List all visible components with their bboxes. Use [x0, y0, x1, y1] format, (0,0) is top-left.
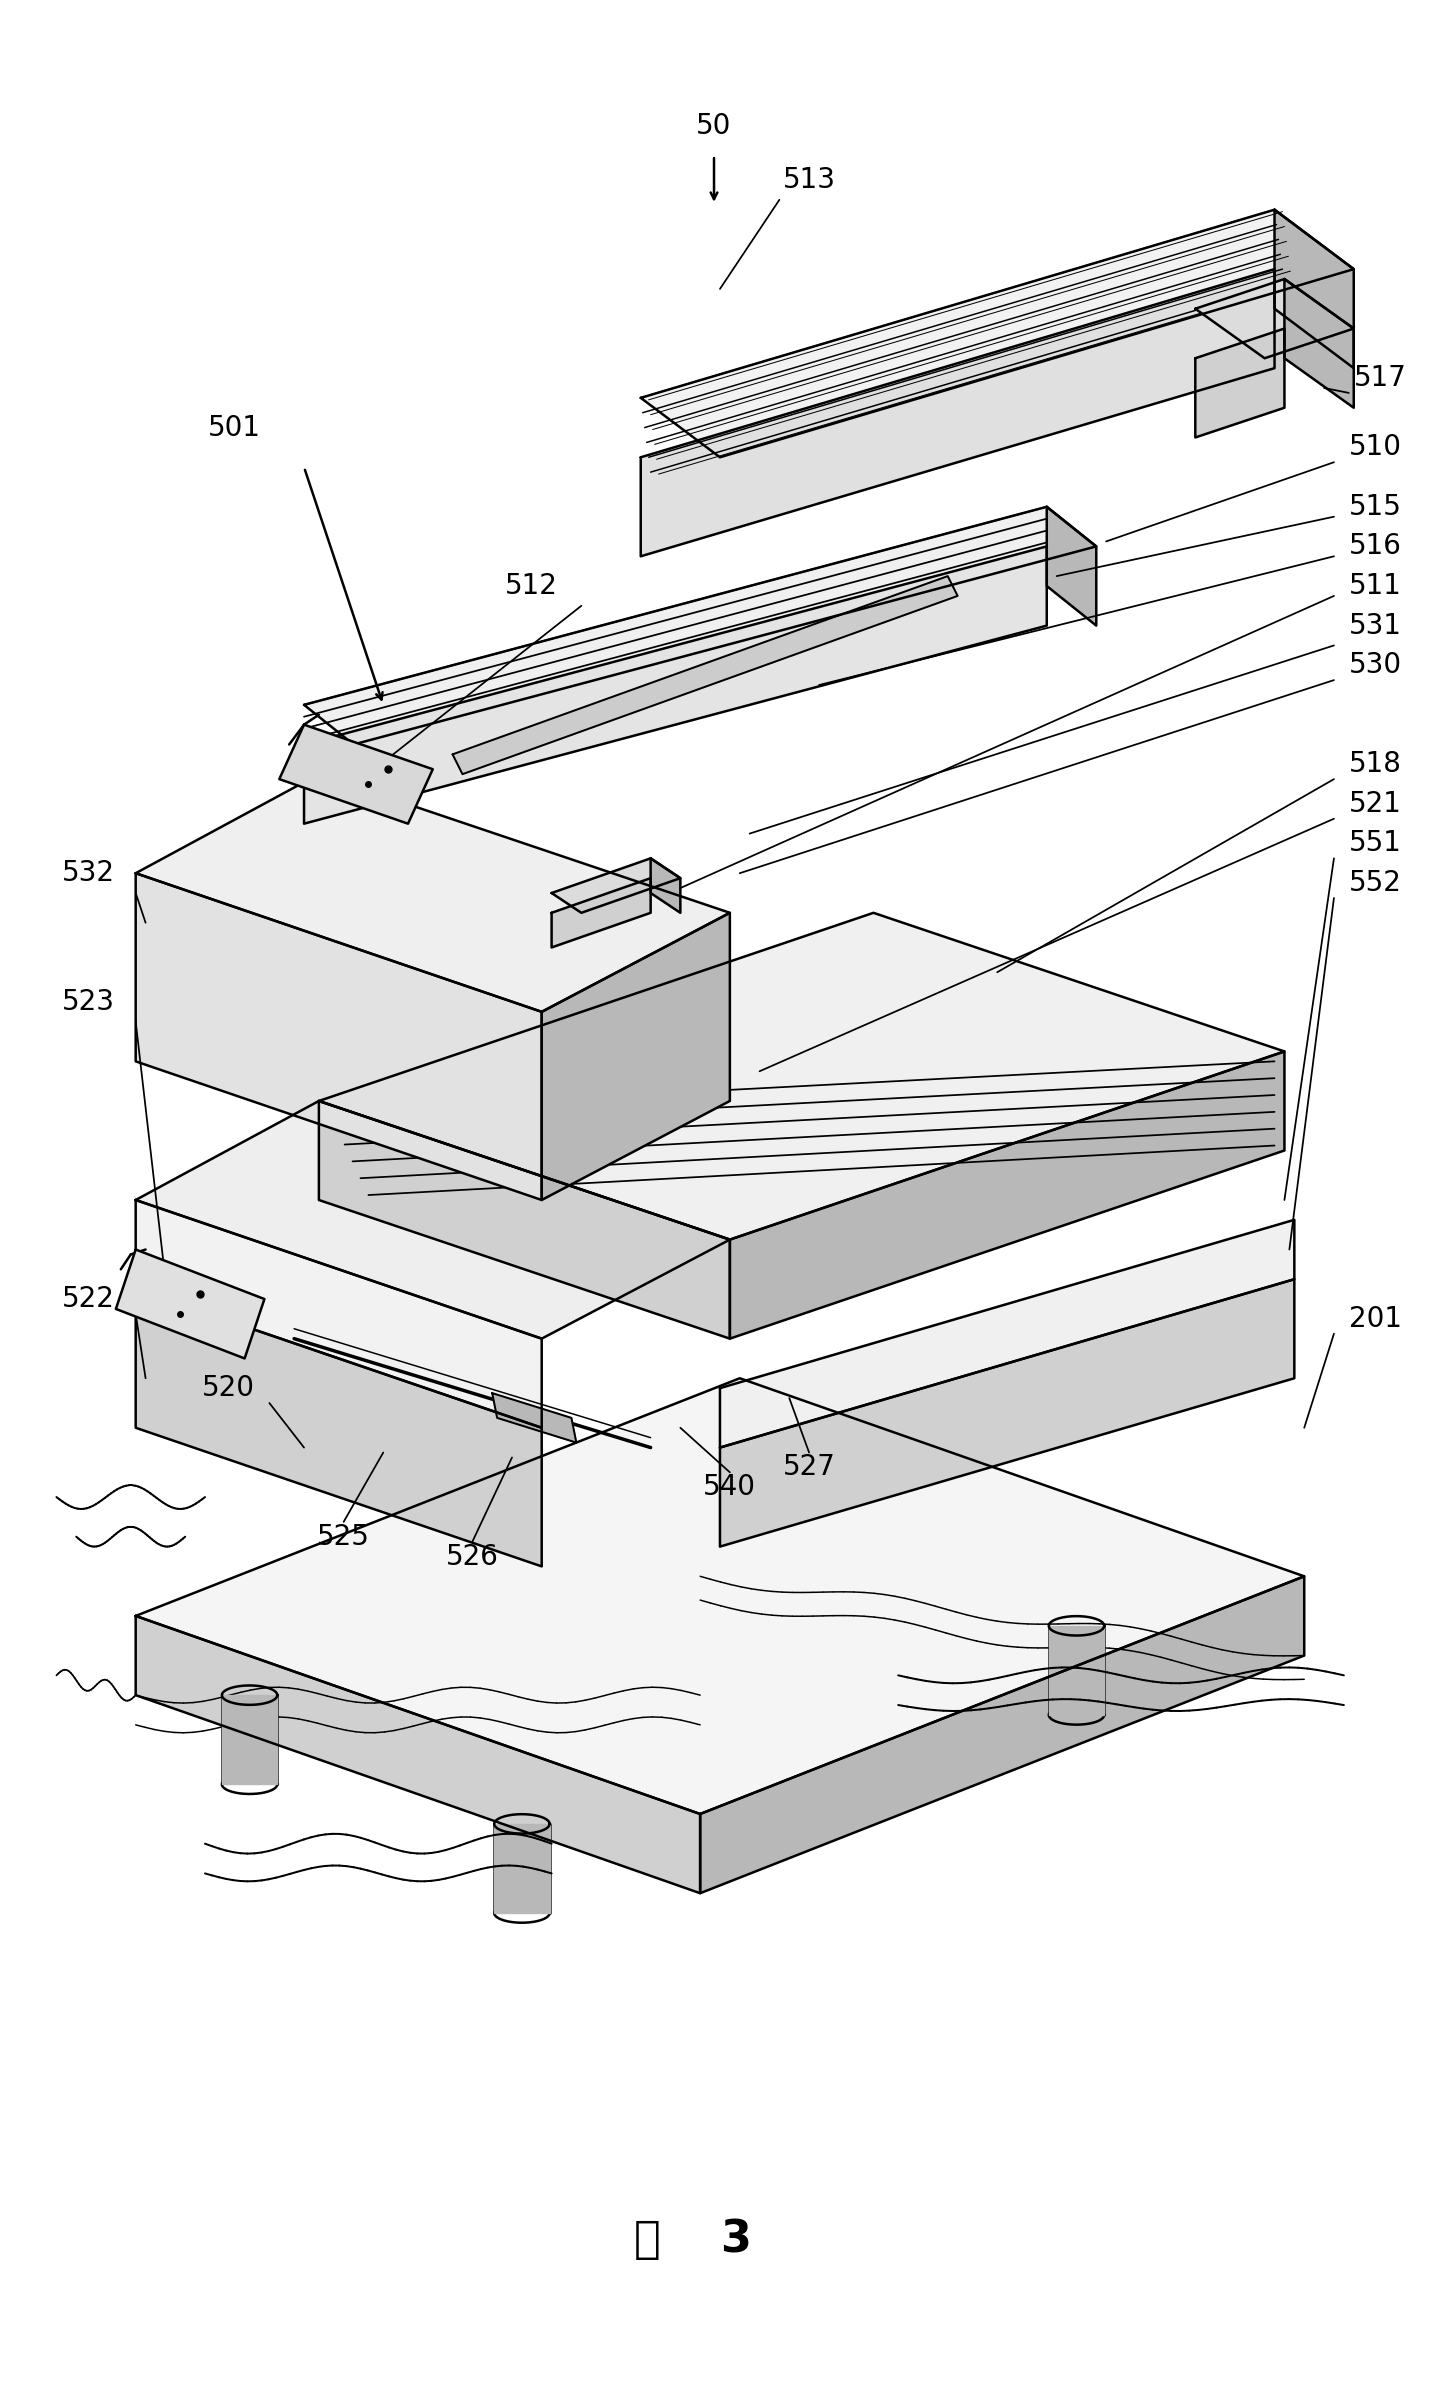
Text: 517: 517 [1353, 365, 1406, 391]
Text: 512: 512 [505, 571, 558, 600]
Polygon shape [136, 1102, 730, 1339]
Polygon shape [640, 269, 1274, 557]
Polygon shape [720, 1279, 1295, 1546]
Text: 552: 552 [1349, 869, 1402, 898]
Polygon shape [1048, 1625, 1104, 1716]
Text: 520: 520 [202, 1375, 255, 1402]
Polygon shape [494, 1824, 550, 1913]
Text: 530: 530 [1349, 650, 1402, 679]
Polygon shape [304, 506, 1097, 744]
Text: 511: 511 [1349, 571, 1402, 600]
Polygon shape [136, 874, 541, 1200]
Polygon shape [136, 775, 730, 1013]
Polygon shape [1274, 209, 1353, 367]
Polygon shape [493, 1392, 576, 1442]
Polygon shape [279, 725, 432, 823]
Text: 525: 525 [318, 1522, 369, 1550]
Text: 522: 522 [62, 1284, 115, 1313]
Polygon shape [640, 209, 1353, 458]
Polygon shape [1285, 278, 1353, 408]
Text: 518: 518 [1349, 751, 1402, 778]
Text: 521: 521 [1349, 790, 1402, 818]
Polygon shape [136, 1289, 541, 1567]
Polygon shape [541, 912, 730, 1200]
Text: 201: 201 [1349, 1306, 1402, 1332]
Text: 515: 515 [1349, 492, 1402, 521]
Polygon shape [136, 1615, 700, 1894]
Polygon shape [1196, 329, 1285, 437]
Text: 510: 510 [1349, 434, 1402, 461]
Polygon shape [222, 1694, 278, 1783]
Polygon shape [1047, 506, 1097, 626]
Text: 50: 50 [696, 110, 732, 139]
Text: 551: 551 [1349, 830, 1402, 857]
Polygon shape [453, 576, 958, 775]
Polygon shape [551, 878, 650, 948]
Polygon shape [304, 547, 1047, 823]
Text: 516: 516 [1349, 533, 1402, 562]
Polygon shape [116, 1250, 265, 1358]
Text: 526: 526 [445, 1543, 498, 1570]
Polygon shape [136, 1378, 1305, 1814]
Text: 532: 532 [62, 859, 115, 888]
Polygon shape [1196, 278, 1353, 358]
Text: 513: 513 [783, 166, 836, 194]
Text: 531: 531 [1349, 612, 1402, 641]
Polygon shape [319, 912, 1285, 1241]
Polygon shape [551, 859, 680, 912]
Polygon shape [650, 859, 680, 912]
Text: 3: 3 [720, 2218, 750, 2261]
Text: 501: 501 [208, 413, 261, 442]
Polygon shape [136, 1200, 541, 1428]
Polygon shape [720, 1219, 1295, 1447]
Text: 540: 540 [703, 1474, 756, 1500]
Polygon shape [700, 1577, 1305, 1894]
Text: 523: 523 [62, 989, 115, 1015]
Text: 图: 图 [634, 2218, 660, 2261]
Polygon shape [730, 1051, 1285, 1339]
Polygon shape [319, 1102, 730, 1339]
Text: 527: 527 [783, 1454, 835, 1481]
